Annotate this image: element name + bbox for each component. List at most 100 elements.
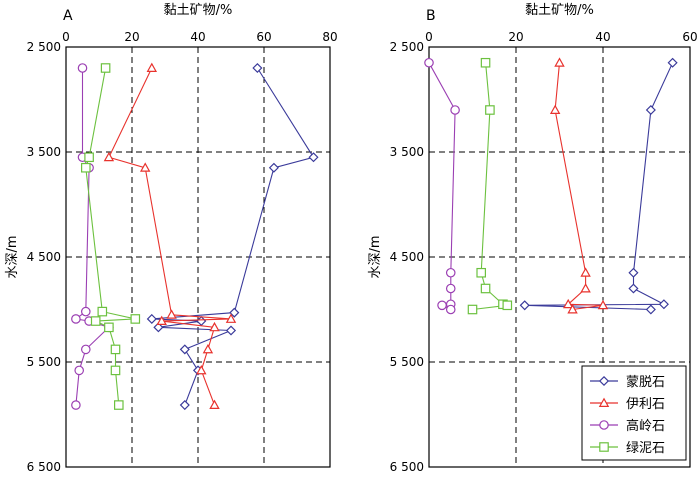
- y-tick-label: 6 500: [27, 460, 61, 474]
- data-point: [580, 267, 591, 277]
- data-point: [71, 314, 81, 324]
- data-point: [667, 57, 678, 68]
- data-point: [202, 343, 214, 354]
- data-point: [146, 62, 158, 72]
- data-point: [519, 300, 530, 311]
- chart-panel-b: 0 20 40 60 2 500 3 500 4 500 5 500 6 500 黏土矿物/% B 水…: [368, 2, 698, 474]
- data-point: [562, 298, 574, 309]
- legend-entry: 高岭石: [590, 418, 665, 434]
- data-point: [110, 365, 121, 376]
- y-axis-title: 水深/m: [368, 235, 383, 278]
- series-diamond: [146, 62, 319, 411]
- data-point: [549, 104, 561, 114]
- x-tick-label: 40: [595, 30, 610, 44]
- data-point: [225, 325, 237, 336]
- series-triangle: [549, 57, 609, 314]
- data-point: [139, 162, 151, 172]
- data-point: [252, 62, 263, 74]
- x-axis-title: 黏土矿物/%: [164, 2, 233, 18]
- data-point: [268, 162, 279, 173]
- legend-label: 伊利石: [626, 397, 665, 412]
- data-point: [567, 304, 578, 314]
- data-point: [130, 314, 141, 324]
- data-point: [113, 400, 124, 410]
- data-point: [645, 104, 656, 116]
- data-point: [445, 283, 456, 294]
- data-point: [71, 400, 81, 410]
- data-point: [110, 344, 121, 355]
- y-tick-label: 5 500: [390, 355, 424, 369]
- series-circle: [71, 63, 114, 410]
- data-point: [153, 322, 164, 333]
- y-tick-label: 6 500: [390, 460, 424, 474]
- legend-entry: 蒙脱石: [590, 375, 665, 390]
- data-point: [81, 344, 91, 355]
- data-point: [156, 315, 167, 326]
- data-point: [628, 283, 639, 294]
- data-point: [445, 304, 456, 315]
- legend-marker: [598, 375, 610, 387]
- y-tick-label: 3 500: [390, 145, 424, 159]
- y-tick-label: 3 500: [27, 145, 61, 159]
- legend-label: 高岭石: [626, 418, 665, 434]
- chart-panel-a: 0 20 40 60 80 2 500 3 500 4 500 5 500 6 500 黏土矿物/%…: [5, 2, 338, 474]
- data-point: [628, 267, 639, 278]
- x-axis-title: 黏土矿物/%: [525, 2, 594, 18]
- data-point: [90, 316, 101, 326]
- data-point: [80, 162, 91, 173]
- data-point: [166, 309, 177, 319]
- data-point: [502, 300, 513, 311]
- data-point: [450, 105, 460, 115]
- y-tick-label: 4 500: [27, 250, 61, 264]
- series-square: [467, 57, 513, 315]
- legend-label: 绿泥石: [626, 441, 665, 456]
- y-axis-title: 水深/m: [5, 235, 20, 278]
- data-point: [580, 283, 591, 293]
- y-tick-label: 2 500: [27, 40, 61, 54]
- series-line: [108, 67, 232, 406]
- legend-entry: 伊利石: [590, 397, 665, 412]
- data-point: [225, 313, 237, 323]
- legend-marker: [599, 420, 609, 430]
- series-diamond: [519, 57, 678, 315]
- x-tick-label: 40: [190, 30, 205, 44]
- legend-entry: 绿泥石: [590, 441, 665, 456]
- data-point: [179, 344, 190, 355]
- data-point: [104, 322, 114, 333]
- data-point: [485, 105, 495, 115]
- legend-marker: [598, 397, 610, 407]
- y-tick-label: 4 500: [390, 250, 424, 264]
- data-point: [445, 267, 456, 278]
- x-tick-label: 0: [425, 30, 433, 44]
- data-point: [103, 151, 115, 162]
- series-line: [74, 68, 110, 406]
- data-point: [467, 304, 478, 315]
- data-point: [81, 306, 91, 317]
- series-line: [554, 62, 604, 311]
- x-tick-label: 60: [256, 30, 271, 44]
- data-point: [209, 399, 220, 410]
- x-tick-label: 0: [62, 30, 70, 44]
- data-point: [480, 283, 491, 294]
- data-point: [84, 152, 94, 163]
- series-line: [151, 67, 315, 406]
- data-point: [97, 306, 108, 317]
- data-point: [437, 300, 447, 311]
- data-point: [77, 63, 88, 73]
- legend-marker: [599, 442, 609, 452]
- y-tick-label: 5 500: [27, 355, 61, 369]
- x-tick-label: 20: [508, 30, 523, 44]
- data-point: [645, 304, 656, 315]
- x-tick-label: 60: [682, 30, 697, 44]
- panel-label: B: [426, 8, 436, 24]
- series-circle: [424, 57, 460, 315]
- series-triangle: [103, 62, 237, 410]
- data-point: [597, 299, 609, 310]
- x-tick-label: 20: [124, 30, 139, 44]
- data-point: [658, 299, 669, 310]
- legend-label: 蒙脱石: [626, 375, 665, 390]
- series-line: [524, 62, 674, 311]
